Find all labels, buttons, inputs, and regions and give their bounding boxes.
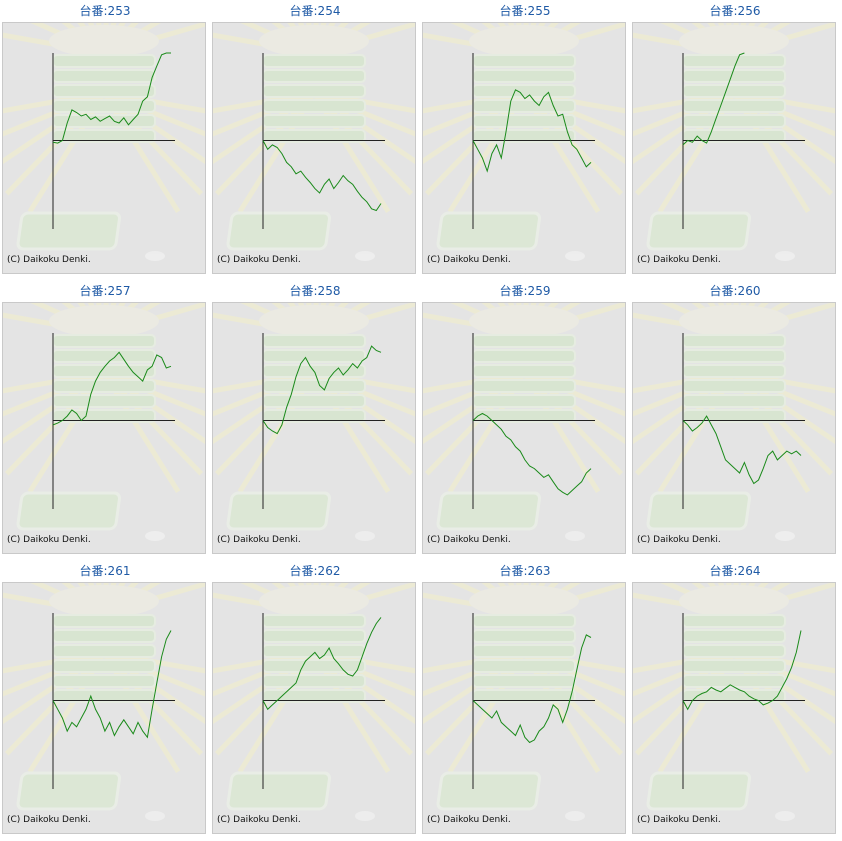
chart-panel: 台番:253 (C) Daikoku Denki. [0,0,210,274]
chart-panel: 台番:254 (C) Daikoku Denki. [210,0,420,274]
chart-svg [3,303,205,541]
chart-title[interactable]: 台番:257 [79,284,131,298]
chart-frame: (C) Daikoku Denki. [2,22,206,274]
chart-svg [423,583,625,821]
chart-panel: 台番:262 (C) Daikoku Denki. [210,560,420,834]
chart-panel: 台番:261 (C) Daikoku Denki. [0,560,210,834]
chart-panel: 台番:259 (C) Daikoku Denki. [420,280,630,554]
chart-svg [633,303,835,541]
copyright-text: (C) Daikoku Denki. [637,255,721,265]
series-line-260 [682,415,802,485]
chart-svg [423,303,625,541]
chart-frame: (C) Daikoku Denki. [422,302,626,554]
copyright-text: (C) Daikoku Denki. [7,535,91,545]
copyright-text: (C) Daikoku Denki. [217,255,301,265]
chart-panel: 台番:260 (C) Daikoku Denki. [630,280,840,554]
chart-svg [3,23,205,261]
chart-title[interactable]: 台番:258 [289,284,341,298]
chart-title[interactable]: 台番:256 [709,4,761,18]
copyright-text: (C) Daikoku Denki. [637,815,721,825]
chart-title[interactable]: 台番:262 [289,564,341,578]
series-line-264 [682,630,802,711]
chart-svg [213,303,415,541]
chart-title[interactable]: 台番:255 [499,4,551,18]
background-illustration [633,23,835,261]
series-line-255 [472,89,592,173]
chart-svg [213,583,415,821]
series-line-253 [52,52,171,144]
background-illustration [3,23,205,261]
chart-svg [423,23,625,261]
chart-svg [633,23,835,261]
background-illustration [3,583,205,821]
chart-frame: (C) Daikoku Denki. [422,582,626,834]
background-illustration [633,583,835,821]
copyright-text: (C) Daikoku Denki. [7,255,91,265]
chart-frame: (C) Daikoku Denki. [2,582,206,834]
chart-svg [213,23,415,261]
copyright-text: (C) Daikoku Denki. [427,815,511,825]
series-line-254 [262,140,382,212]
series-line-263 [472,634,592,744]
background-illustration [213,583,415,821]
copyright-text: (C) Daikoku Denki. [217,535,301,545]
copyright-text: (C) Daikoku Denki. [427,535,511,545]
copyright-text: (C) Daikoku Denki. [7,815,91,825]
copyright-text: (C) Daikoku Denki. [427,255,511,265]
series-line-258 [262,345,382,435]
chart-panel: 台番:264 (C) Daikoku Denki. [630,560,840,834]
chart-title[interactable]: 台番:263 [499,564,551,578]
chart-title[interactable]: 台番:260 [709,284,761,298]
series-line-256 [682,52,745,146]
copyright-text: (C) Daikoku Denki. [637,535,721,545]
chart-title[interactable]: 台番:264 [709,564,761,578]
background-illustration [633,303,835,541]
chart-svg [633,583,835,821]
chart-title[interactable]: 台番:253 [79,4,131,18]
chart-title[interactable]: 台番:259 [499,284,551,298]
chart-frame: (C) Daikoku Denki. [632,22,836,274]
chart-frame: (C) Daikoku Denki. [212,302,416,554]
chart-frame: (C) Daikoku Denki. [632,582,836,834]
chart-frame: (C) Daikoku Denki. [632,302,836,554]
copyright-text: (C) Daikoku Denki. [217,815,301,825]
chart-panel: 台番:263 (C) Daikoku Denki. [420,560,630,834]
background-illustration [423,583,625,821]
chart-panel: 台番:255 (C) Daikoku Denki. [420,0,630,274]
chart-panel: 台番:256 (C) Daikoku Denki. [630,0,840,274]
chart-panel: 台番:257 (C) Daikoku Denki. [0,280,210,554]
chart-frame: (C) Daikoku Denki. [2,302,206,554]
series-line-257 [52,351,172,426]
chart-frame: (C) Daikoku Denki. [212,582,416,834]
chart-svg [3,583,205,821]
background-illustration [213,23,415,261]
chart-frame: (C) Daikoku Denki. [422,22,626,274]
background-illustration [423,303,625,541]
background-illustration [213,303,415,541]
background-illustration [3,303,205,541]
series-line-261 [52,630,172,739]
series-line-259 [472,412,592,496]
chart-frame: (C) Daikoku Denki. [212,22,416,274]
chart-title[interactable]: 台番:254 [289,4,341,18]
chart-title[interactable]: 台番:261 [79,564,131,578]
background-illustration [423,23,625,261]
series-line-262 [262,617,382,711]
chart-panel: 台番:258 (C) Daikoku Denki. [210,280,420,554]
